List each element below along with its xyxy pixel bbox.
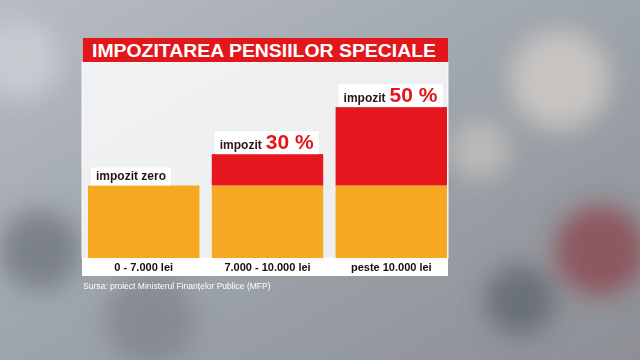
background-blob	[555, 205, 640, 295]
annotation-box	[91, 167, 171, 185]
x-tick: peste 10.000 lei	[351, 258, 432, 273]
title: IMPOZITAREA PENSIILOR SPECIALE	[92, 40, 436, 61]
background-blob	[450, 120, 510, 180]
bar	[336, 107, 447, 185]
annotation-text: impozit zero	[96, 169, 166, 183]
annotation-rate: 30 %	[266, 130, 314, 153]
x-tick-label: 7.000 - 10.000 lei	[224, 261, 310, 273]
plot-frame	[82, 62, 448, 258]
x-label-strip	[82, 258, 448, 276]
source: Sursa: proiect Ministerul Finanțelor Pub…	[83, 281, 271, 291]
background-blob	[510, 30, 610, 130]
x-axis-line	[89, 258, 448, 259]
background	[0, 0, 640, 360]
annotation-rate: 50 %	[390, 83, 438, 106]
bar	[336, 185, 447, 258]
annotation-text: impozit	[220, 138, 262, 152]
annotation: impozit 30 %	[215, 130, 319, 154]
title-banner	[83, 38, 448, 62]
bar	[88, 185, 199, 258]
annotation: impozit zero	[91, 167, 171, 185]
annotation-text: impozit	[344, 91, 386, 105]
x-axis: 0 - 7.000 lei 7.000 - 10.000 lei peste 10.…	[89, 258, 448, 273]
annotation-box	[215, 131, 319, 154]
x-tick: 7.000 - 10.000 lei	[224, 258, 310, 273]
annotation-box	[339, 84, 443, 107]
annotation: impozit 50 %	[339, 83, 443, 107]
background-blob	[0, 210, 80, 290]
background-blob	[485, 265, 555, 335]
bar	[212, 185, 323, 258]
x-tick: 0 - 7.000 lei	[114, 258, 173, 273]
chart-svg: IMPOZITAREA PENSIILOR SPECIALE 0 - 7.000 …	[0, 0, 640, 360]
x-tick-label: 0 - 7.000 lei	[114, 261, 173, 273]
background-blobs	[0, 20, 640, 360]
background-blob	[0, 20, 60, 100]
bars	[88, 107, 447, 258]
annotations: impozit zero impozit 30 % impozit 50 %	[91, 83, 443, 185]
bar	[212, 154, 323, 185]
x-tick-label: peste 10.000 lei	[351, 261, 432, 273]
